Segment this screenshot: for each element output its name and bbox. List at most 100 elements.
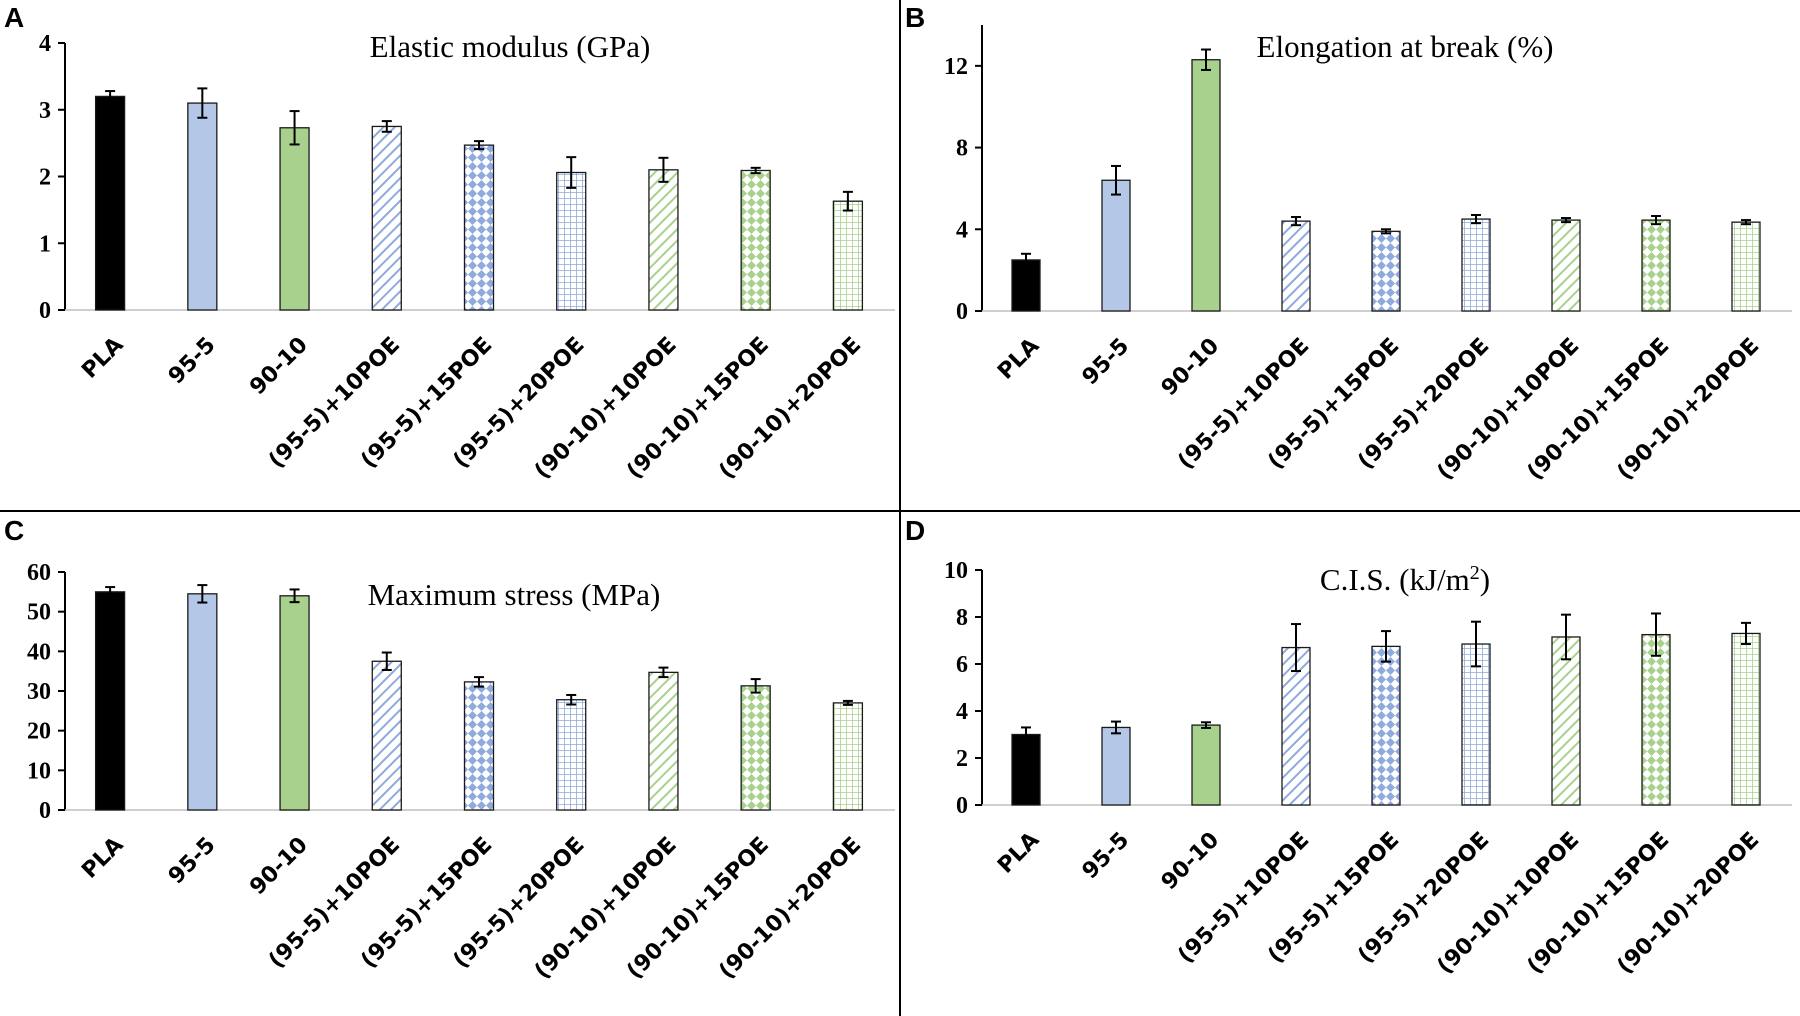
bar <box>1101 726 1131 806</box>
y-tick-label: 3 <box>39 98 51 124</box>
error-bar <box>1381 228 1391 235</box>
error-bar <box>1741 621 1751 646</box>
error-bar <box>1381 630 1391 663</box>
chart-title: Elastic modulus (GPa) <box>370 29 651 64</box>
error-bar <box>197 87 208 119</box>
x-tick-label: 95-5 <box>1078 828 1135 885</box>
y-tick-label: 10 <box>27 758 51 784</box>
x-tick-label: PLA <box>993 828 1044 879</box>
error-bar <box>658 156 669 183</box>
x-tick-label: 95-5 <box>1078 334 1135 391</box>
bar <box>1641 633 1671 806</box>
panel-b-elongation-at-break: B Elongation at break (%) 0 4 8 12 PLA 95-5 90-1… <box>905 2 1792 485</box>
x-tick-label: 95-5 <box>164 333 221 390</box>
error-bar <box>1201 48 1211 71</box>
error-bar <box>1111 164 1121 196</box>
bar <box>371 125 402 311</box>
error-bar <box>1561 217 1571 224</box>
chart-title: C.I.S. (kJ/m2) <box>1320 562 1490 597</box>
bar <box>1641 219 1671 312</box>
error-bar <box>1471 213 1481 225</box>
bar <box>1551 219 1581 312</box>
y-tick-label: 4 <box>39 31 51 57</box>
x-tick-label: 90-10 <box>245 833 312 900</box>
error-bar <box>105 90 116 103</box>
y-tick-label: 6 <box>956 652 968 678</box>
error-bar <box>1021 252 1031 268</box>
y-tick-label: 8 <box>956 605 968 631</box>
error-bar <box>842 699 853 706</box>
bar <box>1461 643 1491 806</box>
chart-title: Maximum stress (MPa) <box>368 577 661 612</box>
y-tick-label: 60 <box>27 560 51 586</box>
x-tick-label: 95-5 <box>164 833 221 890</box>
bar <box>740 685 771 811</box>
panel-letter: A <box>4 2 24 33</box>
y-tick-label: 10 <box>944 558 968 584</box>
error-bar <box>566 156 577 189</box>
y-tick-label: 2 <box>39 165 51 191</box>
error-bar <box>1291 216 1301 227</box>
y-tick-label: 40 <box>27 639 51 665</box>
bar <box>1461 218 1491 312</box>
bar <box>371 660 402 811</box>
bar <box>94 591 126 811</box>
bar <box>463 681 495 811</box>
panel-letter: B <box>905 2 925 33</box>
y-tick-label: 0 <box>956 793 968 819</box>
y-tick-label: 20 <box>27 719 51 745</box>
bar <box>1731 632 1761 806</box>
y-tick-label: 4 <box>956 699 968 725</box>
error-bar <box>1111 720 1121 735</box>
bar <box>1011 259 1041 312</box>
error-bar <box>474 140 484 151</box>
bar <box>279 595 310 811</box>
error-bar <box>381 651 392 671</box>
y-tick-label: 2 <box>956 746 968 772</box>
y-tick-label: 0 <box>39 798 51 824</box>
x-tick-label: 90-10 <box>1157 828 1224 895</box>
chart-title: Elongation at break (%) <box>1257 29 1554 64</box>
error-bar <box>1291 623 1301 673</box>
x-tick-label: 90-10 <box>1157 334 1224 401</box>
bar <box>556 699 587 811</box>
y-tick-label: 8 <box>956 136 968 162</box>
bar <box>1191 59 1221 312</box>
bar <box>740 169 771 311</box>
bar <box>648 671 679 811</box>
bar <box>556 171 587 311</box>
error-bar <box>658 666 669 679</box>
bar <box>1101 179 1131 312</box>
panel-c-maximum-stress: C Maximum stress (MPa) 0 10 20 30 40 50 60 PLA 95-… <box>4 515 895 984</box>
bar <box>1011 733 1041 806</box>
error-bar <box>474 676 484 688</box>
error-bar <box>1741 219 1751 226</box>
y-tick-label: 1 <box>39 231 51 257</box>
bar <box>187 102 218 311</box>
bar <box>463 144 495 311</box>
y-tick-label: 4 <box>956 217 968 243</box>
error-bar <box>1651 612 1661 657</box>
bar <box>187 593 218 811</box>
error-bar <box>381 120 392 133</box>
error-bar <box>197 584 208 604</box>
error-bar <box>750 166 761 175</box>
error-bar <box>842 190 853 212</box>
x-tick-label: 90-10 <box>245 333 312 400</box>
y-tick-label: 0 <box>39 298 51 324</box>
x-tick-label: PLA <box>993 334 1044 385</box>
bar <box>648 169 679 311</box>
bar <box>832 200 864 311</box>
bar <box>1281 220 1311 312</box>
y-tick-label: 50 <box>27 600 51 626</box>
panel-letter: D <box>905 515 925 546</box>
bar <box>279 127 310 311</box>
bar <box>1551 636 1581 806</box>
bar <box>1191 724 1221 806</box>
panel-letter: C <box>4 515 24 546</box>
bar <box>832 702 864 811</box>
error-bar <box>1201 721 1211 729</box>
